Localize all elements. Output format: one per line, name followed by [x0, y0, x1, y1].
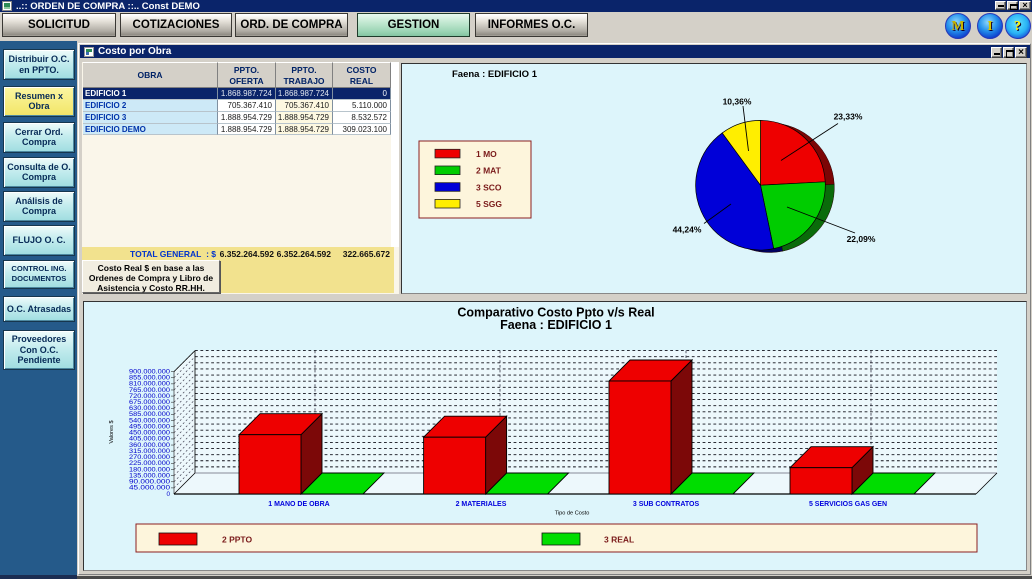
svg-text:90.000.000: 90.000.000: [129, 479, 171, 486]
svg-text:3 REAL: 3 REAL: [604, 535, 634, 545]
svg-text:5 SGG: 5 SGG: [476, 199, 502, 209]
svg-text:Comparativo Costo Ppto v/s Rea: Comparativo Costo Ppto v/s Real: [457, 306, 654, 320]
svg-text:405.000.000: 405.000.000: [129, 436, 171, 443]
svg-text:5 SERVICIOS GAS GEN: 5 SERVICIOS GAS GEN: [809, 501, 887, 508]
svg-text:2 MAT: 2 MAT: [476, 166, 502, 176]
svg-text:675.000.000: 675.000.000: [129, 399, 171, 406]
svg-text:3 SUB CONTRATOS: 3 SUB CONTRATOS: [633, 501, 700, 508]
svg-text:3 SCO: 3 SCO: [476, 182, 502, 192]
svg-text:2 PPTO: 2 PPTO: [222, 535, 252, 545]
svg-text:360.000.000: 360.000.000: [129, 442, 171, 449]
svg-text:765.000.000: 765.000.000: [129, 387, 171, 394]
svg-text:495.000.000: 495.000.000: [129, 423, 171, 430]
svg-text:22,09%: 22,09%: [847, 234, 876, 244]
svg-text:0: 0: [166, 491, 170, 498]
svg-text:585.000.000: 585.000.000: [129, 411, 171, 418]
svg-text:45.000.000: 45.000.000: [129, 485, 171, 492]
svg-text:270.000.000: 270.000.000: [129, 454, 171, 461]
svg-text:540.000.000: 540.000.000: [129, 417, 171, 424]
svg-text:900.000.000: 900.000.000: [129, 368, 171, 375]
svg-text:450.000.000: 450.000.000: [129, 430, 171, 437]
svg-text:1 MO: 1 MO: [476, 149, 497, 159]
svg-text:44,24%: 44,24%: [673, 225, 702, 235]
svg-text:Faena : EDIFICIO 1: Faena : EDIFICIO 1: [452, 69, 538, 80]
svg-text:Faena : EDIFICIO 1: Faena : EDIFICIO 1: [500, 318, 612, 332]
svg-text:225.000.000: 225.000.000: [129, 460, 171, 467]
svg-text:180.000.000: 180.000.000: [129, 466, 171, 473]
svg-text:630.000.000: 630.000.000: [129, 405, 171, 412]
svg-text:10,36%: 10,36%: [723, 97, 752, 107]
svg-text:855.000.000: 855.000.000: [129, 375, 171, 382]
svg-text:Valores $: Valores $: [109, 420, 115, 444]
svg-text:23,33%: 23,33%: [834, 112, 863, 122]
svg-text:1 MANO DE OBRA: 1 MANO DE OBRA: [268, 501, 329, 508]
svg-text:810.000.000: 810.000.000: [129, 381, 171, 388]
svg-text:315.000.000: 315.000.000: [129, 448, 171, 455]
svg-text:2 MATERIALES: 2 MATERIALES: [456, 501, 507, 508]
svg-text:720.000.000: 720.000.000: [129, 393, 171, 400]
svg-text:Tipo de Costo: Tipo de Costo: [555, 511, 590, 517]
svg-text:135.000.000: 135.000.000: [129, 472, 171, 479]
